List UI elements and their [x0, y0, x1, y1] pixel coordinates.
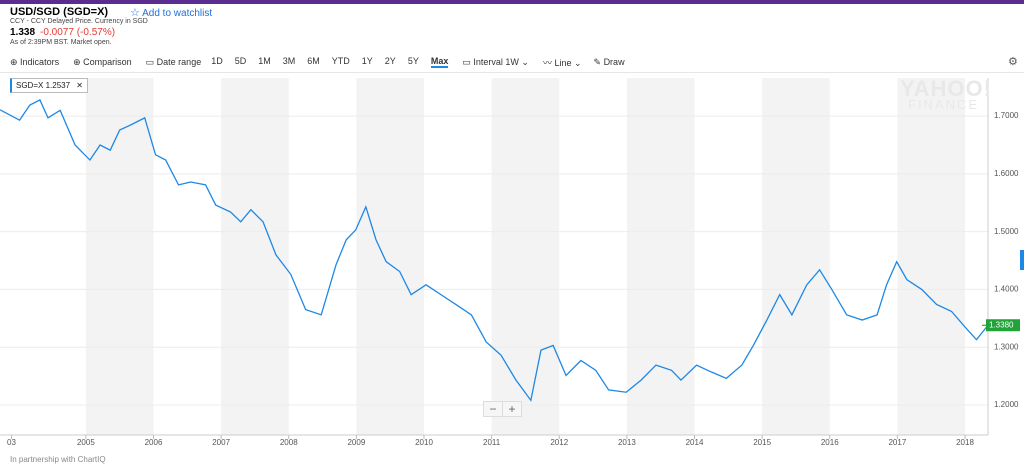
- range-button[interactable]: 5Y: [407, 56, 419, 66]
- quote-title: USD/SGD (SGD=X): [10, 6, 109, 18]
- watermark-brand: YAHOO!: [900, 76, 992, 101]
- range-group: 1D 5D 1M 3M 6M YTD 1Y 2Y 5Y Max: [211, 56, 449, 68]
- legend-chip: SGD=X 1.2537 ✕: [10, 78, 88, 93]
- range-button[interactable]: 6M: [307, 56, 320, 66]
- price-change: -0.0077 (-0.57%): [40, 27, 116, 38]
- indicators-label[interactable]: Indicators: [20, 56, 60, 67]
- quote-subtitle: CCY - CCY Delayed Price. Currency in SGD: [10, 18, 148, 25]
- price-line: [0, 99, 989, 402]
- toolbar: ⊕ Indicators ⊕ Comparison ▭ Date range 1…: [10, 55, 625, 69]
- indicators-button[interactable]: ⊕ Indicators: [10, 56, 60, 67]
- zoom-in[interactable]: +: [502, 402, 521, 416]
- y-tick-label: 1.4000: [994, 285, 1019, 294]
- watermark-product: FINANCE: [908, 97, 980, 112]
- draw-label[interactable]: Draw: [603, 56, 625, 67]
- last-price-label: 1.3380: [989, 320, 1014, 329]
- range-button[interactable]: 5D: [234, 56, 247, 66]
- y-tick-label: 1.6000: [994, 169, 1019, 178]
- interval-value[interactable]: 1W: [505, 56, 519, 67]
- x-tick-label: 2016: [821, 438, 839, 447]
- watchlist-label[interactable]: Add to watchlist: [142, 8, 213, 19]
- range-button[interactable]: 1M: [258, 56, 271, 66]
- x-tick-label: 2010: [415, 438, 433, 447]
- year-band: [85, 78, 154, 435]
- last-price-box: [986, 319, 1020, 332]
- range-button[interactable]: 1Y: [361, 56, 373, 66]
- x-tick-label: 2015: [753, 438, 771, 447]
- comparison-label[interactable]: Comparison: [83, 56, 132, 67]
- range-button[interactable]: 1D: [211, 56, 223, 66]
- settings-button[interactable]: ⚙: [1008, 56, 1018, 68]
- footer: In partnership with ChartIQ: [10, 455, 106, 464]
- y-tick-label: 1.3000: [994, 342, 1019, 351]
- x-tick-label: 2017: [888, 438, 906, 447]
- top-bar: [0, 0, 1024, 4]
- x-tick-label: 2014: [686, 438, 704, 447]
- x-tick-label: 2013: [618, 438, 636, 447]
- date-range-button[interactable]: ▭ Date range: [145, 56, 202, 67]
- x-tick-label: 2005: [77, 438, 95, 447]
- x-tick-label: 2009: [347, 438, 365, 447]
- year-band: [762, 78, 830, 435]
- price: 1.338: [10, 27, 36, 38]
- legend-name: SGD=X: [16, 81, 44, 90]
- year-band: [626, 78, 695, 435]
- legend-value: 1.2537: [45, 81, 71, 90]
- range-button[interactable]: YTD: [331, 56, 350, 66]
- line-button[interactable]: 〰 Line ⌄: [542, 57, 582, 68]
- draw-button[interactable]: ✎ Draw: [593, 56, 625, 67]
- year-band: [897, 78, 966, 435]
- interval-label[interactable]: Interval: [473, 56, 503, 67]
- line-label[interactable]: Line: [554, 57, 572, 68]
- x-tick-label: 2012: [550, 438, 568, 447]
- y-tick-label: 1.7000: [994, 111, 1019, 120]
- zoom-controls: − +: [483, 401, 522, 417]
- comparison-button[interactable]: ⊕ Comparison: [73, 56, 132, 67]
- year-band: [356, 78, 425, 435]
- x-tick-label: 2011: [483, 438, 501, 447]
- range-button[interactable]: 3M: [282, 56, 296, 66]
- toolbar-divider: [0, 72, 1024, 73]
- range-button[interactable]: Max: [430, 56, 449, 68]
- side-tab[interactable]: [1020, 250, 1024, 270]
- zoom-out[interactable]: −: [489, 402, 497, 416]
- x-tick-label: 03: [7, 438, 16, 447]
- interval-button[interactable]: ▭ Interval 1W ⌄: [462, 56, 529, 67]
- year-band: [491, 78, 560, 435]
- x-tick-label: 2008: [280, 438, 298, 447]
- year-band: [221, 78, 289, 435]
- x-tick-label: 2006: [145, 438, 163, 447]
- x-tick-label: 2007: [212, 438, 230, 447]
- date-range-label[interactable]: Date range: [156, 56, 202, 67]
- range-button[interactable]: 2Y: [384, 56, 396, 66]
- as-of: As of 2:39PM BST. Market open.: [10, 39, 112, 46]
- watchlist[interactable]: ☆ Add to watchlist: [130, 7, 213, 19]
- y-tick-label: 1.2000: [994, 400, 1019, 409]
- y-tick-label: 1.5000: [994, 227, 1019, 236]
- x-tick-label: 2018: [956, 438, 974, 447]
- legend-close[interactable]: ✕: [76, 81, 83, 90]
